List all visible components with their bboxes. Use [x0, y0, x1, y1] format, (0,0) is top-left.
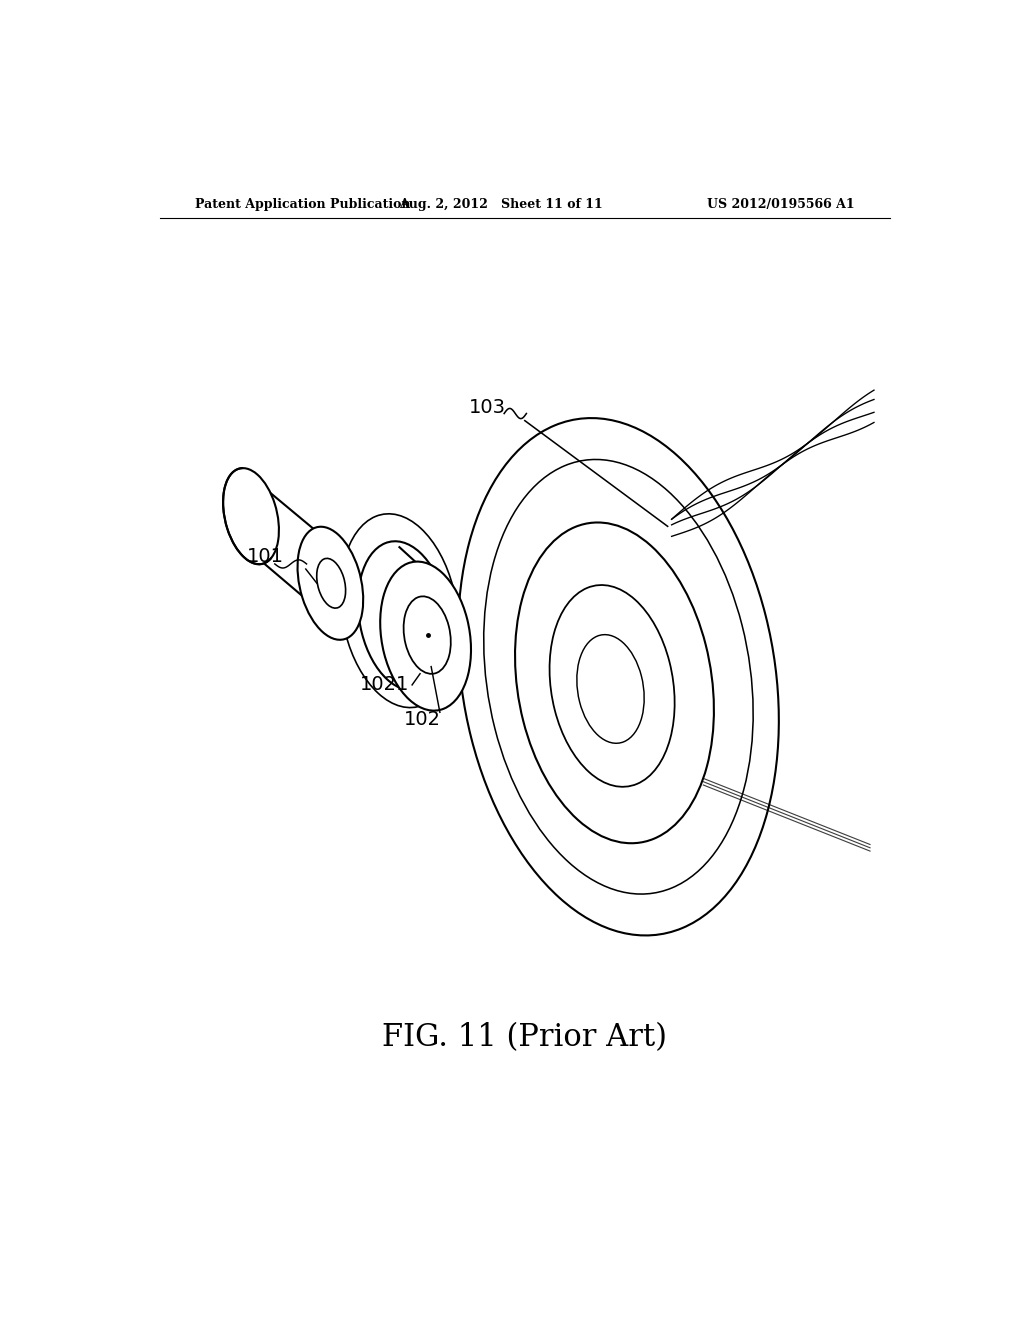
Ellipse shape: [483, 459, 754, 894]
Ellipse shape: [316, 558, 346, 609]
Ellipse shape: [340, 513, 459, 708]
Text: 101: 101: [247, 548, 284, 566]
Ellipse shape: [358, 541, 449, 690]
Text: 103: 103: [469, 397, 506, 417]
Text: Patent Application Publication: Patent Application Publication: [196, 198, 411, 211]
Ellipse shape: [380, 561, 471, 710]
Ellipse shape: [577, 635, 644, 743]
Ellipse shape: [298, 527, 364, 640]
Ellipse shape: [403, 597, 451, 673]
Text: Aug. 2, 2012   Sheet 11 of 11: Aug. 2, 2012 Sheet 11 of 11: [399, 198, 603, 211]
Ellipse shape: [223, 469, 279, 564]
Ellipse shape: [515, 523, 714, 843]
Text: 102: 102: [404, 710, 441, 729]
Text: US 2012/0195566 A1: US 2012/0195566 A1: [707, 198, 854, 211]
Text: 1021: 1021: [359, 676, 410, 694]
Text: FIG. 11 (Prior Art): FIG. 11 (Prior Art): [382, 1022, 668, 1053]
Ellipse shape: [458, 418, 779, 936]
Ellipse shape: [550, 585, 675, 787]
